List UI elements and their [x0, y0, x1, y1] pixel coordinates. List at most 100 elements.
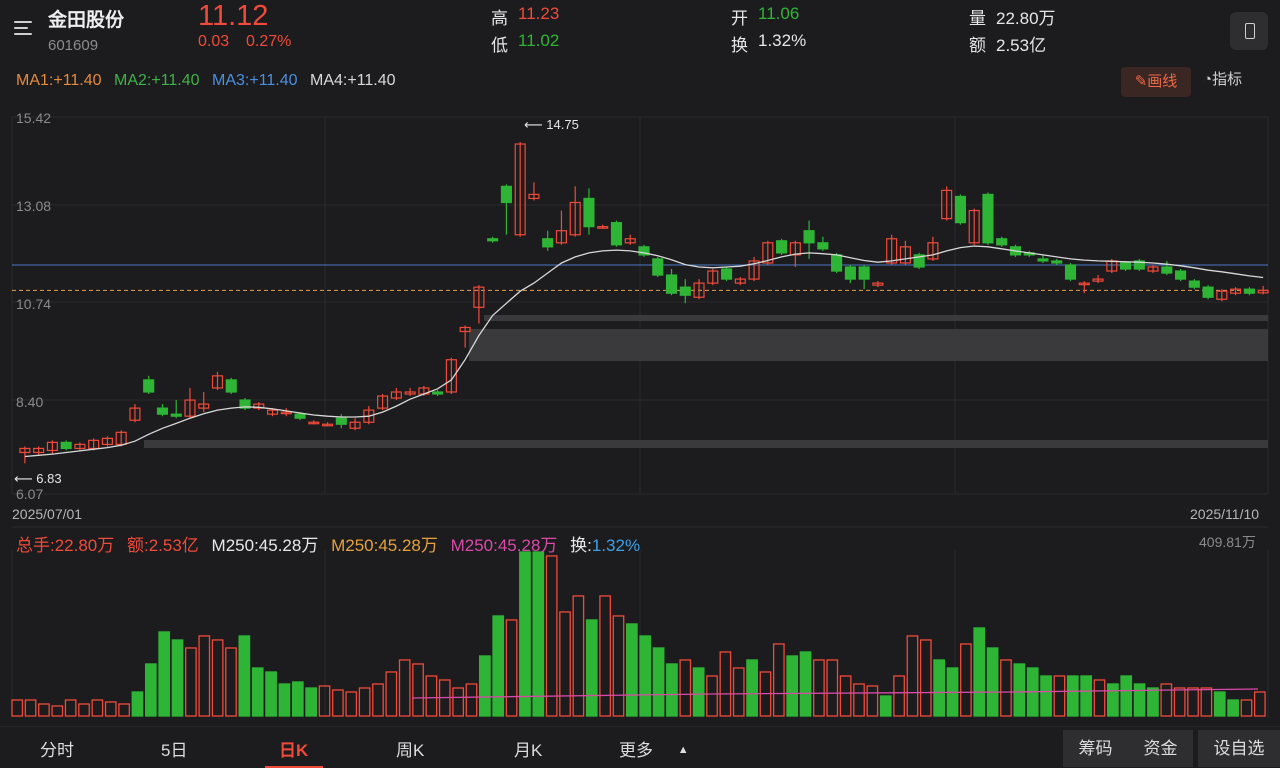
ma-legend: MA1:+11.40 MA2:+11.40 MA3:+11.40 MA4:+11… [16, 72, 404, 90]
tab-intraday[interactable]: 分时 [40, 741, 74, 760]
volume-bar-up [332, 689, 344, 717]
volume-bar-up [559, 611, 571, 717]
candle-up [528, 193, 540, 200]
price-change-pct: 0.27% [246, 33, 292, 50]
volume-bar-up [358, 687, 371, 717]
volume-legend: 总手:22.80万 额:2.53亿 M250:45.28万 M250:45.28… [16, 531, 648, 556]
volume-bar-down [1147, 687, 1159, 717]
chips-button[interactable]: 筹码 [1063, 730, 1128, 767]
candle-up [445, 359, 457, 393]
indicator-button[interactable]: ◔指标 [1203, 71, 1243, 88]
candle-down [720, 268, 733, 280]
candle-down [776, 240, 788, 254]
low-label: 低 [491, 36, 508, 55]
candle-up [555, 230, 568, 244]
candle-up [322, 423, 334, 427]
candle-up [872, 282, 884, 286]
amount-value: 2.53亿 [996, 36, 1047, 55]
x-start-label: 2025/07/01 [12, 506, 83, 522]
volume-bar-down [692, 667, 705, 717]
candle-up [390, 391, 402, 399]
candle-down [1161, 266, 1173, 274]
add-watchlist-button[interactable]: 设自选 [1198, 730, 1280, 767]
candle-down [1037, 258, 1049, 262]
volume-bar-down [265, 671, 277, 717]
volume-bar-up [1160, 683, 1173, 717]
volume-bar-up [1240, 699, 1253, 717]
candle-up [514, 143, 526, 236]
active-tab-indicator [265, 766, 323, 768]
high-marker: ⟵ 14.75 [524, 117, 579, 132]
volume-bar-down [973, 627, 986, 717]
tab-weekly-k[interactable]: 周K [396, 741, 425, 760]
candle-up [115, 431, 127, 446]
volume-bar-up [412, 663, 424, 717]
candle-up [734, 278, 746, 284]
volume-bar-up [505, 619, 518, 717]
candle-up [459, 326, 471, 333]
turnover-value: 1.32% [758, 31, 807, 50]
volume-bar-down [625, 623, 638, 717]
volume-bar-down [933, 659, 946, 717]
volume-bar-down [786, 655, 799, 717]
volume-bar-up [839, 675, 852, 717]
period-tab-bar: 分时 5日 日K 周K 月K 更多 ▲ 筹码 资金 设自选 [0, 726, 1280, 768]
menu-icon[interactable] [14, 19, 38, 37]
tab-more[interactable]: 更多 ▲ [619, 741, 689, 760]
candle-down [60, 441, 72, 450]
volume-bar-up [198, 635, 211, 717]
candle-down [665, 274, 678, 294]
candle-down [803, 230, 815, 244]
y-tick-label: 13.08 [16, 198, 52, 214]
tab-5day[interactable]: 5日 [161, 741, 188, 760]
volume-bar-up [612, 615, 625, 717]
candle-down [335, 417, 347, 425]
tab-daily-k[interactable]: 日K [279, 741, 309, 760]
funds-button[interactable]: 资金 [1128, 730, 1193, 767]
volume-bar-down [879, 695, 892, 717]
volume-bar-up [24, 699, 37, 717]
volume-bar-down [1133, 683, 1146, 717]
candle-down [844, 266, 856, 280]
candle-up [899, 246, 911, 264]
volume-bar-up [345, 691, 358, 717]
volume-bar-up [732, 667, 745, 717]
volume-bar-down [652, 647, 665, 717]
volume-bar-up [919, 639, 932, 717]
price-gap-band [469, 329, 1268, 361]
volume-max-label: 409.81万 [1199, 534, 1256, 550]
volume-bar-up [1200, 687, 1213, 717]
volume-bar-up [1093, 679, 1106, 717]
candle-down [652, 258, 664, 276]
volume-bar-down [1040, 675, 1052, 717]
candle-up [1257, 289, 1269, 294]
draw-line-button[interactable]: ✎画线 [1121, 67, 1191, 97]
volume-bar-down [251, 667, 264, 717]
volume-bar-down [1066, 675, 1079, 717]
candle-down [156, 407, 169, 415]
volume-bar-up [813, 659, 825, 717]
candle-up [33, 447, 45, 454]
volume-bar-up [1000, 659, 1012, 717]
volume-bar-up [1053, 675, 1066, 717]
candle-down [1119, 262, 1132, 270]
candle-down [954, 195, 966, 224]
candle-up [19, 447, 31, 454]
candle-up [349, 421, 361, 429]
phone-icon[interactable] [1230, 12, 1268, 50]
candle-up [624, 238, 636, 244]
candle-down [294, 413, 306, 419]
candle-up [886, 238, 898, 264]
volume-bar-up [826, 659, 839, 717]
total-volume: 总手:22.80万 [16, 536, 115, 555]
candle-up [88, 439, 100, 450]
volume-bar-up [118, 703, 130, 717]
candle-up [1092, 278, 1104, 282]
volume-bar-down [1107, 683, 1119, 717]
volume-bar-up [372, 683, 384, 717]
volume-bar-up [1173, 687, 1186, 717]
tab-monthly-k[interactable]: 月K [514, 741, 543, 760]
candle-down [913, 254, 925, 268]
candle-down [432, 391, 444, 395]
